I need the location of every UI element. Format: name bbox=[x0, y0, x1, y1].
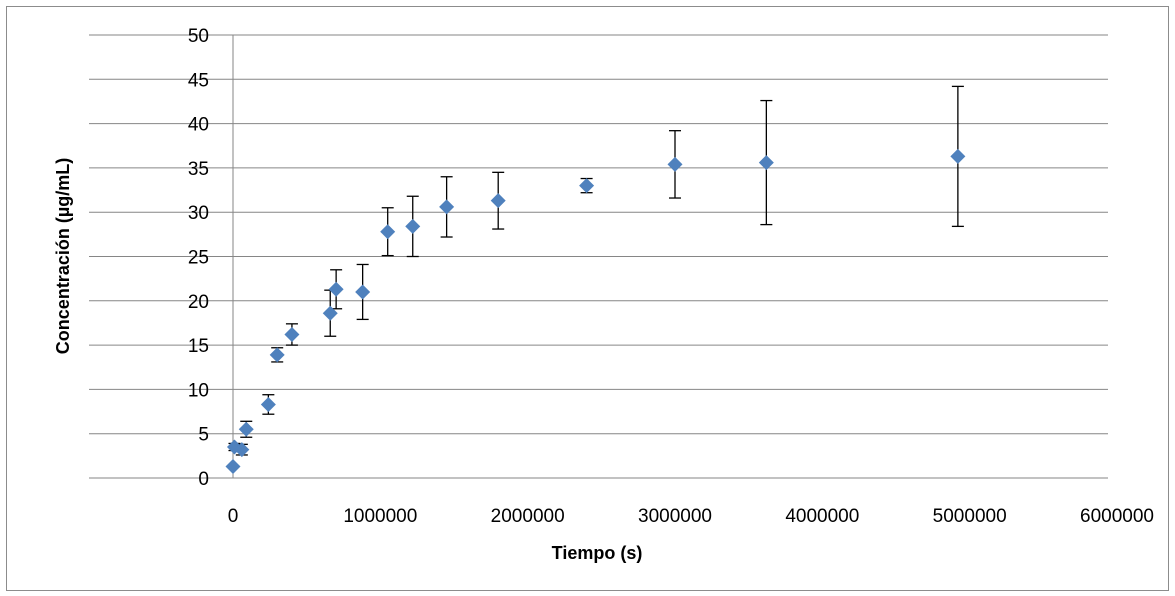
data-point-diamond bbox=[405, 218, 421, 234]
y-tick-label: 0 bbox=[198, 469, 209, 490]
data-point-diamond bbox=[234, 442, 250, 458]
x-tick-label: 1000000 bbox=[343, 506, 417, 527]
axes bbox=[89, 35, 1108, 479]
y-tick-label: 35 bbox=[188, 159, 209, 180]
y-tick-label: 30 bbox=[188, 203, 209, 224]
x-tick-label: 5000000 bbox=[933, 506, 1007, 527]
y-axis-title: Concentración (µg/mL) bbox=[53, 158, 73, 354]
x-tick-label: 4000000 bbox=[785, 506, 859, 527]
y-tick-label: 20 bbox=[188, 292, 209, 313]
chart-frame bbox=[6, 6, 1169, 591]
y-tick-label: 5 bbox=[198, 425, 209, 446]
data-point-diamond bbox=[490, 193, 506, 209]
x-tick-labels: 0 1000000 2000000 3000000 4000000 5000000 6000… bbox=[228, 506, 1154, 527]
data-point-diamond bbox=[667, 156, 683, 172]
error-bars bbox=[228, 85, 964, 456]
data-point-diamond bbox=[439, 199, 455, 215]
y-tick-label: 10 bbox=[188, 380, 209, 401]
x-tick-label: 0 bbox=[228, 506, 239, 527]
data-point-diamond bbox=[355, 284, 371, 300]
y-tick-label: 45 bbox=[188, 70, 209, 91]
data-point-diamond bbox=[380, 224, 396, 240]
data-point-diamond bbox=[284, 326, 300, 342]
data-points bbox=[225, 148, 966, 474]
data-point-diamond bbox=[579, 178, 595, 194]
data-point-diamond bbox=[238, 421, 254, 437]
data-point-diamond bbox=[328, 281, 344, 297]
data-point-diamond bbox=[269, 347, 285, 363]
y-tick-labels: 0 5 10 15 20 25 30 35 40 45 50 bbox=[188, 26, 209, 490]
x-tick-label: 2000000 bbox=[491, 506, 565, 527]
x-tick-label: 6000000 bbox=[1080, 506, 1154, 527]
data-point-diamond bbox=[225, 458, 241, 474]
gridlines bbox=[89, 34, 1108, 435]
data-point-diamond bbox=[950, 148, 966, 164]
y-tick-label: 15 bbox=[188, 336, 209, 357]
x-tick-label: 3000000 bbox=[638, 506, 712, 527]
data-point-diamond bbox=[260, 396, 276, 412]
x-axis-title: Tiempo (s) bbox=[552, 543, 643, 563]
y-tick-label: 25 bbox=[188, 248, 209, 269]
data-point-diamond bbox=[322, 305, 338, 321]
y-tick-label: 40 bbox=[188, 115, 209, 136]
y-tick-label: 50 bbox=[188, 26, 209, 47]
data-point-diamond bbox=[758, 155, 774, 171]
